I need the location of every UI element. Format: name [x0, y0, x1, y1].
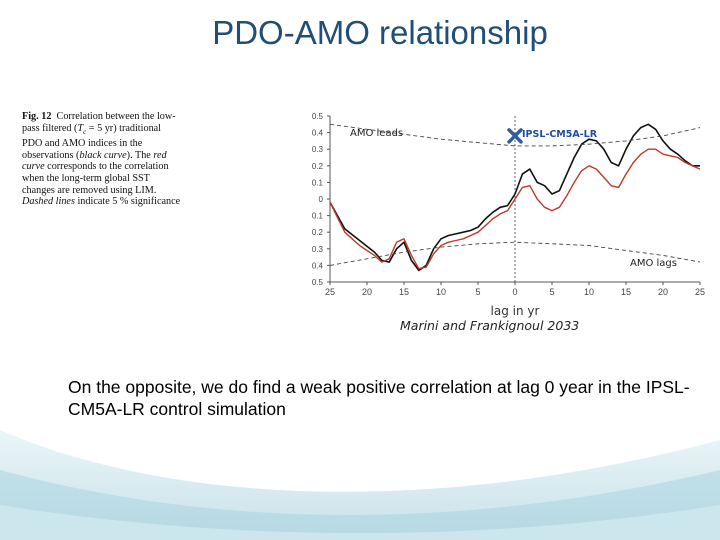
- caption-dashed-lines: Dashed lines: [22, 196, 75, 208]
- x-tick-label: 25: [695, 287, 705, 297]
- red-series-line: [329, 148, 701, 270]
- y-tick-label: 0.2: [312, 228, 324, 237]
- x-tick-label: 5: [549, 287, 554, 297]
- significance-lower-line: [329, 241, 701, 266]
- slide-title: PDO-AMO relationship: [212, 14, 548, 51]
- caption-black-curve: black curve: [79, 149, 127, 161]
- x-tick-label: 0: [512, 287, 517, 297]
- caption-tc: Tc: [77, 122, 87, 136]
- body-text: On the opposite, we do find a weak posit…: [68, 377, 690, 419]
- caption-text-5: indicate 5 % significance: [74, 196, 181, 208]
- y-tick-label: 0.3: [312, 245, 324, 254]
- y-tick-label: 0.4: [312, 129, 324, 138]
- y-tick-label: 0.5: [312, 112, 324, 121]
- x-tick-label: 20: [362, 287, 372, 297]
- y-tick-label: 0.5: [312, 278, 324, 287]
- annotation-amo-leads: AMO leads: [350, 128, 403, 139]
- y-tick-label: 0.2: [312, 162, 324, 171]
- x-tick-label: 5: [475, 287, 480, 297]
- figure-caption: Fig. 12 Correlation between the low-pass…: [22, 111, 182, 208]
- annotation-amo-lags: AMO lags: [630, 258, 677, 269]
- x-tick-label: 10: [436, 287, 446, 297]
- caption-text-1: Correlation between the low-pass filtere…: [22, 111, 176, 134]
- significance-upper-line: [329, 123, 701, 147]
- x-tick-label: 10: [584, 287, 594, 297]
- x-tick-label: 20: [658, 287, 668, 297]
- annotation-ipsl: IPSL-CM5A-LR: [522, 129, 598, 140]
- caption-text-3: ). The: [126, 149, 154, 161]
- y-tick-label: 0.4: [312, 261, 324, 270]
- y-tick-label: 0.1: [312, 178, 324, 187]
- caption-red-curve: red curve: [22, 149, 167, 173]
- caption-label: Fig. 12: [22, 111, 52, 122]
- figure-credit: Marini and Frankignoul 2033: [400, 318, 580, 333]
- y-tick-label: 0: [319, 195, 324, 204]
- y-tick-label: 0.3: [312, 145, 324, 154]
- x-tick-label: 15: [621, 287, 631, 297]
- ipsl-marker-cross: [507, 128, 523, 144]
- x-axis-label: lag in yr: [491, 304, 540, 318]
- y-tick-label: 0.1: [312, 212, 324, 221]
- caption-text-2: = 5 yr) traditional PDO and AMO indices …: [22, 122, 162, 161]
- x-tick-label: 25: [325, 287, 335, 297]
- x-tick-label: 15: [399, 287, 409, 297]
- caption-text-4: corresponds to the correlation when the …: [22, 161, 169, 196]
- black-series-line: [329, 123, 700, 272]
- figure-panel: [20, 108, 708, 320]
